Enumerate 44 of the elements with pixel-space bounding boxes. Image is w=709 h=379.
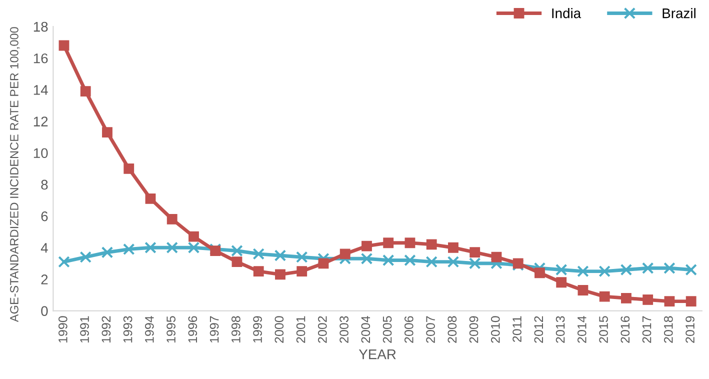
x-tick-label: 2001 [296,316,306,343]
x-tick-label: 2015 [599,316,608,343]
x-tick-label: 2019 [686,316,694,343]
x-tick-label: 1998 [231,316,240,342]
y-tick-label: 2 [41,274,48,284]
x-tick-label: 2014 [577,316,586,343]
y-tick-label: 6 [41,211,48,222]
x-tick-label: 2009 [469,316,478,343]
x-tick-label: 2016 [620,316,630,343]
x-tick-label: 2003 [340,316,348,343]
x-tick-label: 1993 [123,316,132,342]
y-tick-label: 0 [41,306,48,316]
x-axis-title: YEAR [358,350,396,360]
x-tick-label: 1996 [188,316,198,342]
x-tick-label: 1992 [102,316,111,342]
x-tick-label: 2012 [534,316,544,343]
x-tick-label: 1997 [210,316,219,342]
x-tick-label: 1995 [166,316,176,342]
y-tick-label: 10 [34,148,48,158]
x-tick-label: 2011 [512,316,522,342]
x-tick-label: 2013 [556,316,565,343]
legend-label: India [552,8,582,18]
x-tick-label: 2004 [361,316,370,343]
x-tick-label: 1994 [144,316,154,342]
x-tick-label: 2010 [490,316,500,343]
x-tick-label: 2000 [274,316,284,343]
x-tick-label: 1991 [80,316,89,342]
y-tick-label: 4 [40,243,48,253]
x-tick-label: 2006 [404,316,414,343]
x-tick-label: 1990 [58,316,68,342]
legend-label: Brazil [662,8,696,18]
y-tick-label: 14 [34,85,48,95]
y-tick-label: 12 [34,116,48,126]
x-tick-label: 2005 [382,316,392,343]
y-tick-label: 18 [34,22,48,32]
y-tick-label: 8 [41,180,48,190]
x-tick-label: 2007 [426,316,435,343]
x-tick-label: 2008 [448,316,457,343]
y-tick-label: 16 [34,53,48,64]
x-tick-label: 2018 [664,316,673,343]
x-tick-label: 2017 [642,316,652,343]
x-tick-label: 1999 [253,316,262,342]
x-tick-label: 2002 [318,316,327,343]
y-axis-title: AGE-STANDARDIZED INCIDENCE RATE PER 100,000 [10,27,20,322]
